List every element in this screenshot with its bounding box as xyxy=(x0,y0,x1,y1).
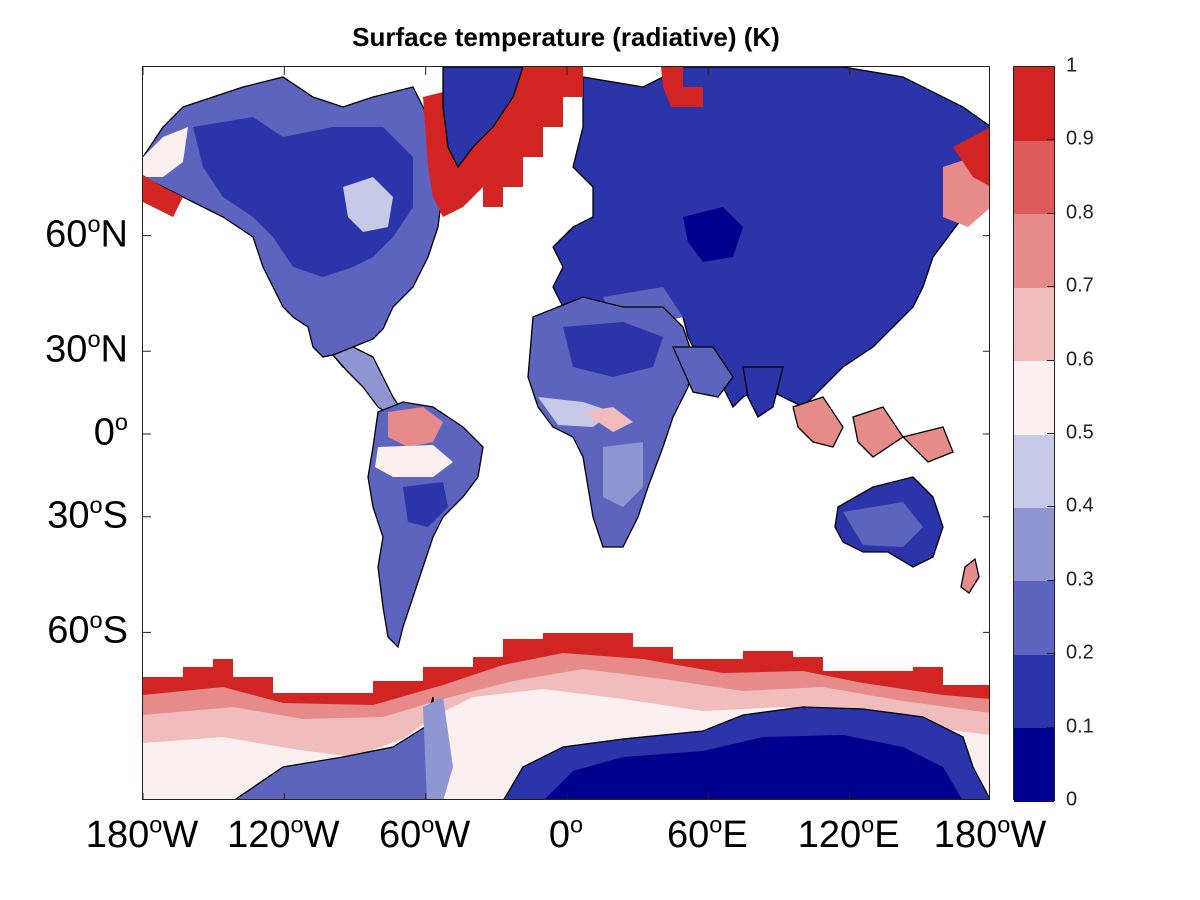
temperature-map xyxy=(143,67,989,799)
lat-label-30n: 30oN xyxy=(45,326,128,371)
lon-label-60e: 60oE xyxy=(666,811,748,856)
antarctica xyxy=(234,696,989,799)
colorbar-tick xyxy=(1047,653,1055,655)
colorbar-segment xyxy=(1014,580,1054,655)
lat-label-60n: 60oN xyxy=(45,210,128,256)
arabia-india xyxy=(671,346,784,418)
north-america xyxy=(143,76,444,369)
colorbar-tick xyxy=(1047,359,1055,361)
colorbar-tick-label: 0.7 xyxy=(1066,274,1094,297)
map-tick-marks xyxy=(143,67,989,799)
colorbar-tick-label: 0.9 xyxy=(1066,127,1094,150)
lon-label-120e: 120oE xyxy=(797,811,900,856)
colorbar-tick-label: 0.1 xyxy=(1066,715,1094,738)
colorbar-tick xyxy=(1047,433,1055,434)
colorbar-segment xyxy=(1014,213,1054,288)
colorbar-tick-label: 0.3 xyxy=(1066,568,1094,591)
southeast-asia-islands xyxy=(792,396,954,463)
lat-label-0: 0o xyxy=(93,408,128,454)
colorbar-tick xyxy=(1047,800,1055,801)
lon-label-60w: 60oW xyxy=(379,811,471,856)
colorbar-segment xyxy=(1014,287,1054,362)
new-zealand xyxy=(960,557,980,594)
lon-label-180w: 180oW xyxy=(85,811,199,856)
colorbar-tick xyxy=(1047,212,1055,214)
lon-label-180w-east: 180oW xyxy=(933,811,1047,856)
colorbar-segment xyxy=(1014,434,1054,508)
map-title: Surface temperature (radiative) (K) xyxy=(352,22,780,52)
lat-label-60s: 60oS xyxy=(47,607,128,652)
colorbar-tick-label: 0.2 xyxy=(1066,641,1094,664)
colorbar-tick xyxy=(1047,286,1055,288)
south-america xyxy=(367,401,484,649)
arctic-sea-ice xyxy=(483,67,703,207)
colorbar-tick xyxy=(1047,726,1055,728)
map-panel xyxy=(142,66,990,800)
colorbar-tick-label: 0.5 xyxy=(1066,421,1094,444)
lon-label-120w: 120oW xyxy=(227,811,340,856)
colorbar-tick-label: 1 xyxy=(1066,54,1078,77)
colorbar-segment xyxy=(1014,140,1054,215)
colorbar-segment xyxy=(1014,360,1054,435)
colorbar-tick-label: 0.8 xyxy=(1066,201,1094,224)
colorbar-tick xyxy=(1047,139,1055,141)
colorbar-tick-label: 0 xyxy=(1066,788,1078,811)
africa xyxy=(527,296,694,548)
lon-label-0: 0o xyxy=(548,811,584,856)
colorbar-segment xyxy=(1014,67,1054,141)
colorbar-tick-label: 0.4 xyxy=(1066,494,1094,517)
colorbar-segment xyxy=(1014,654,1054,729)
colorbar xyxy=(1013,66,1055,802)
colorbar-tick xyxy=(1047,66,1055,67)
colorbar-tick xyxy=(1047,506,1055,508)
colorbar-segment xyxy=(1014,507,1054,582)
lat-label-30s: 30oS xyxy=(47,491,128,537)
colorbar-tick-label: 0.6 xyxy=(1066,348,1094,371)
colorbar-segment xyxy=(1014,727,1054,802)
australia xyxy=(834,476,944,568)
colorbar-tick xyxy=(1047,579,1055,581)
